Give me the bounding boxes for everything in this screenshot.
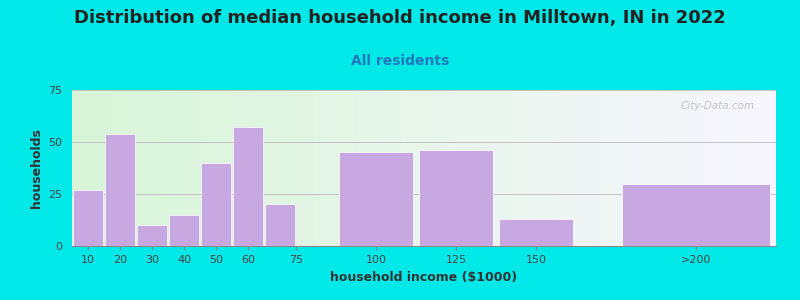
Bar xyxy=(74,190,102,246)
Bar xyxy=(266,204,294,246)
Text: City-Data.com: City-Data.com xyxy=(681,101,755,111)
Bar xyxy=(419,150,493,246)
Text: All residents: All residents xyxy=(351,54,449,68)
Bar xyxy=(622,184,770,246)
X-axis label: household income ($1000): household income ($1000) xyxy=(330,271,518,284)
Y-axis label: households: households xyxy=(30,128,42,208)
Text: Distribution of median household income in Milltown, IN in 2022: Distribution of median household income … xyxy=(74,9,726,27)
Bar xyxy=(339,152,413,246)
Bar xyxy=(499,219,573,246)
Bar xyxy=(106,134,134,246)
Bar xyxy=(170,215,198,246)
Bar xyxy=(234,128,262,246)
Bar xyxy=(138,225,166,246)
Bar xyxy=(202,163,230,246)
